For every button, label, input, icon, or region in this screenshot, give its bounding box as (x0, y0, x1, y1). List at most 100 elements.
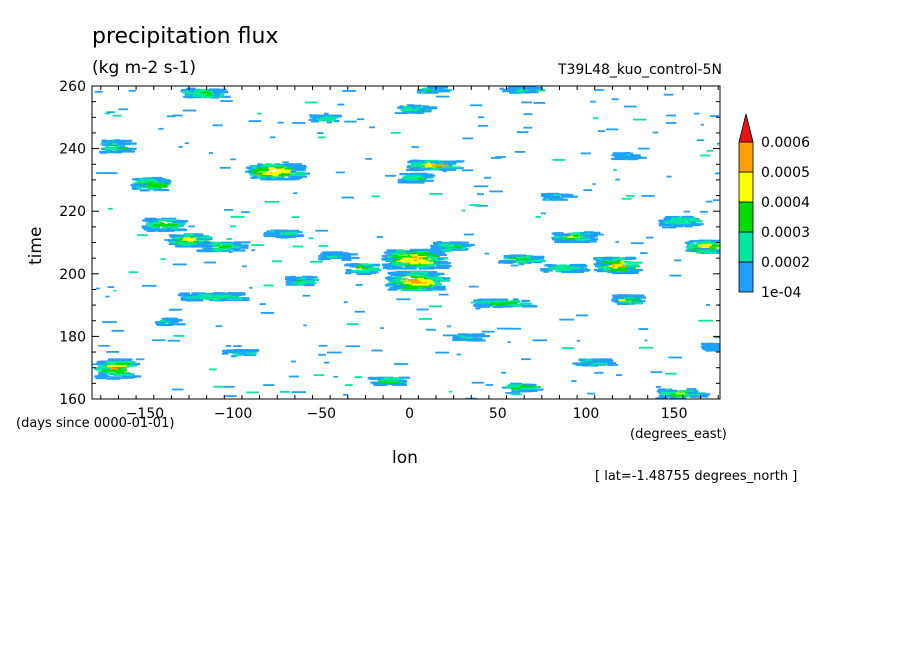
precip-cell (477, 116, 485, 119)
precip-cell (92, 363, 104, 366)
precip-cell (404, 179, 422, 182)
precip-cell (716, 142, 720, 145)
precip-cell (580, 232, 585, 235)
precip-cell (106, 172, 118, 174)
precip-cell (625, 256, 635, 259)
precip-cell (139, 178, 154, 181)
precip-cell (701, 342, 713, 345)
precip-cell (631, 296, 647, 299)
precip-cell (441, 249, 448, 252)
precip-cell (428, 263, 439, 266)
precip-cell (322, 257, 331, 260)
precip-cell (181, 296, 187, 299)
precip-cell (433, 253, 447, 257)
precip-cell (355, 266, 361, 269)
precip-cell (158, 127, 164, 130)
precip-cell (427, 89, 432, 92)
latitude-annotation: [ lat=-1.48755 degrees_north ] (595, 469, 798, 484)
precip-cell (392, 383, 407, 386)
precip-cell (666, 114, 676, 117)
precip-cell (228, 245, 241, 249)
precip-cell (101, 139, 107, 142)
precip-cell (289, 276, 305, 279)
precip-cell (631, 242, 644, 245)
precip-cell (382, 266, 388, 269)
precip-cell (239, 352, 257, 355)
precip-cell (434, 160, 451, 163)
precip-cell (429, 305, 442, 308)
precip-cell (120, 150, 136, 153)
precip-cell (631, 299, 646, 303)
precip-cell (367, 271, 376, 274)
precip-cell (215, 248, 231, 251)
precip-cell (496, 327, 511, 330)
precip-cell (357, 268, 369, 271)
precip-cell (341, 255, 351, 258)
precip-cell (177, 242, 191, 245)
precip-cell (438, 293, 449, 296)
precip-cell (549, 198, 558, 201)
precip-cell (470, 339, 481, 342)
precip-cell (672, 392, 689, 395)
precip-cell (257, 163, 263, 166)
precip-cell (688, 223, 701, 227)
precip-cell (364, 268, 371, 271)
precip-cell (412, 162, 425, 165)
precip-cell (421, 251, 430, 255)
precip-cell (165, 318, 179, 321)
precip-cell (102, 369, 121, 372)
precip-cell (463, 233, 474, 236)
precip-cell (232, 242, 241, 246)
precip-cell (438, 243, 454, 246)
precip-cell (416, 259, 427, 262)
precip-cell (698, 319, 714, 322)
precip-cell (471, 381, 484, 384)
precip-cell (242, 265, 247, 268)
precip-cell (639, 346, 654, 349)
precip-cell (558, 193, 568, 196)
precip-cell (259, 303, 266, 305)
precip-cell (624, 261, 631, 264)
precip-cell (646, 236, 654, 239)
precip-cell (229, 350, 245, 353)
precip-cell (464, 333, 469, 337)
precip-cell (421, 280, 431, 283)
precip-cell (504, 261, 514, 264)
precip-cell (704, 251, 717, 254)
precip-cell (348, 270, 357, 273)
precip-cell (423, 91, 435, 94)
precip-cell (683, 219, 696, 222)
precip-cell (141, 225, 148, 228)
precip-cell (136, 358, 145, 361)
precip-cell (153, 224, 169, 227)
precip-cell (214, 249, 223, 252)
precip-cell (507, 341, 511, 344)
precip-cell (215, 299, 225, 302)
precip-cell (559, 318, 575, 321)
precip-cell (277, 167, 288, 171)
precip-cell (212, 241, 223, 244)
precip-cell (623, 105, 637, 108)
precip-cell (405, 177, 418, 180)
precip-cell (168, 242, 177, 245)
precip-cell (160, 320, 166, 323)
precip-cell (343, 301, 348, 304)
precip-cell (372, 382, 389, 386)
precip-cell (617, 294, 631, 297)
precip-cell (409, 262, 419, 265)
precip-cell (249, 286, 253, 289)
precip-cell (430, 244, 441, 247)
precip-cell (417, 110, 432, 113)
precip-cell (321, 253, 327, 256)
precip-cell (557, 269, 575, 272)
precip-cell (707, 241, 714, 244)
precip-cell (433, 266, 447, 269)
precip-cell (532, 261, 543, 264)
precip-cell (141, 284, 157, 287)
precip-cell (233, 345, 242, 347)
precip-cell (108, 141, 120, 144)
precip-cell (523, 126, 533, 129)
precip-cell (500, 304, 515, 307)
precip-cell (517, 89, 526, 92)
precip-cell (508, 327, 522, 330)
